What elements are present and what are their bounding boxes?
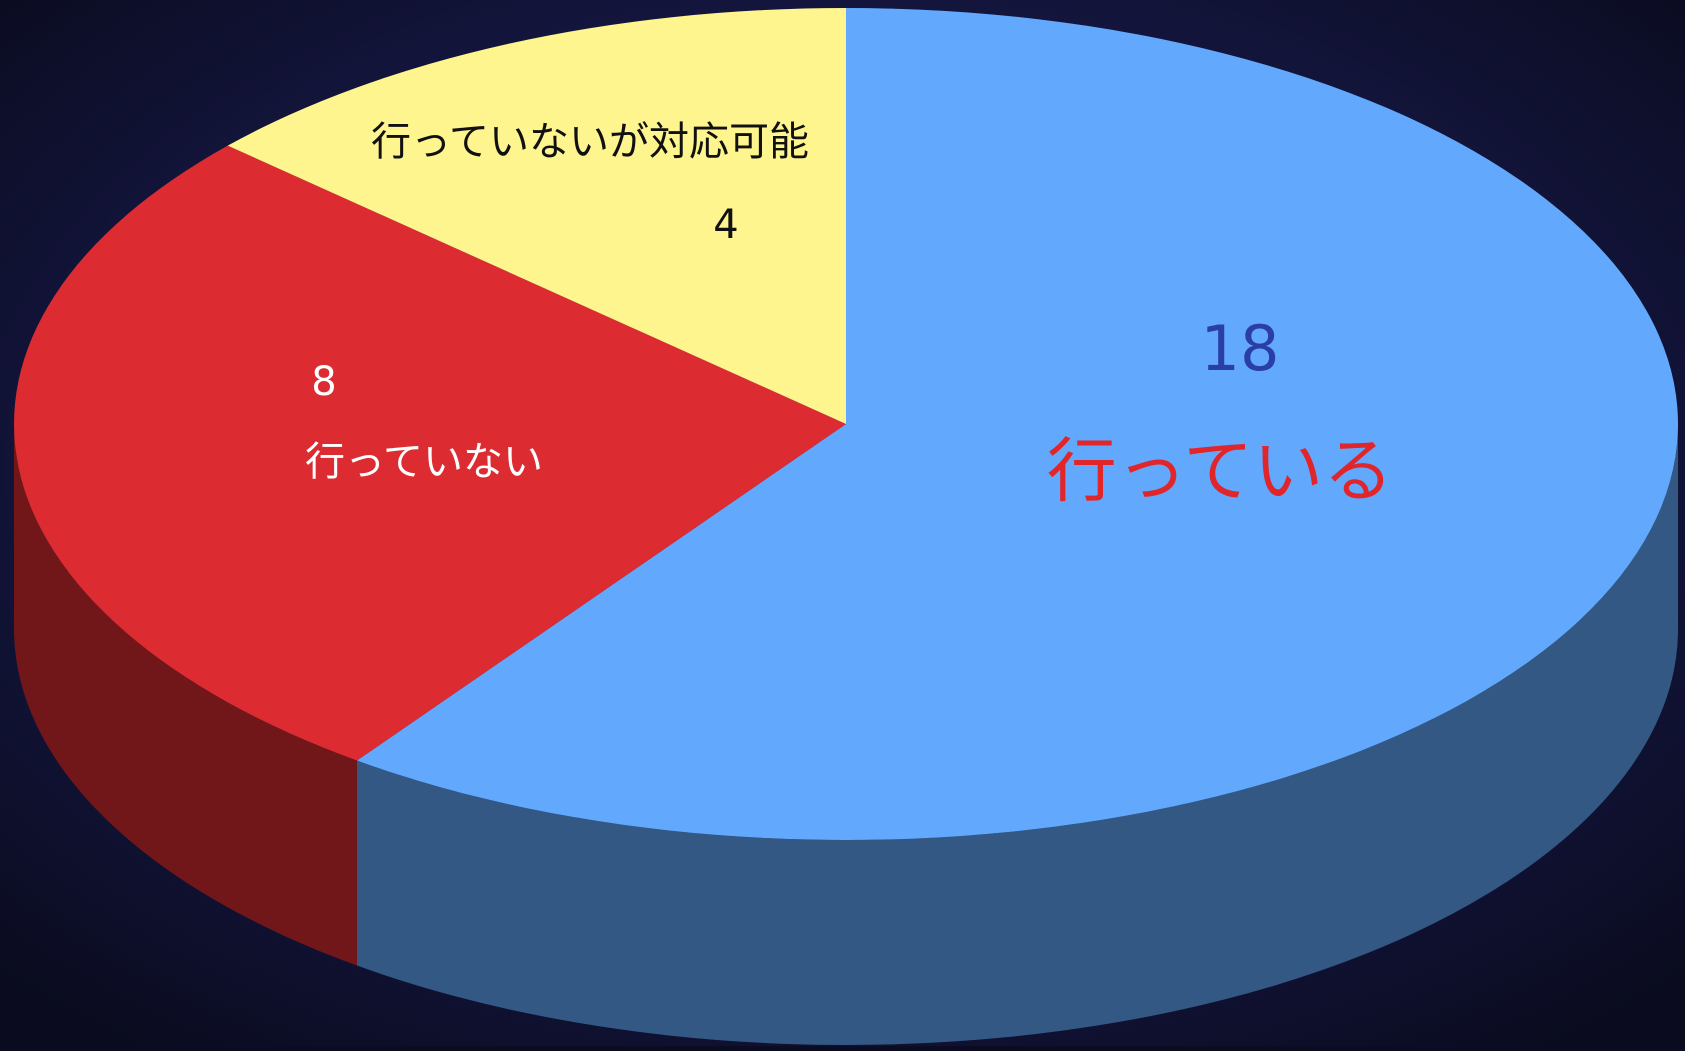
slice-2-value-label: 8 — [311, 359, 336, 405]
slice-1-value-label: 18 — [1201, 312, 1280, 385]
slice-3-value-label: 4 — [713, 202, 738, 248]
slice-3-category-label: 行っていないが対応可能 — [371, 119, 809, 165]
pie-slices — [14, 8, 1678, 840]
slice-2-category-label: 行っていない — [305, 439, 543, 485]
slice-1-category-label: 行っている — [1047, 430, 1394, 512]
